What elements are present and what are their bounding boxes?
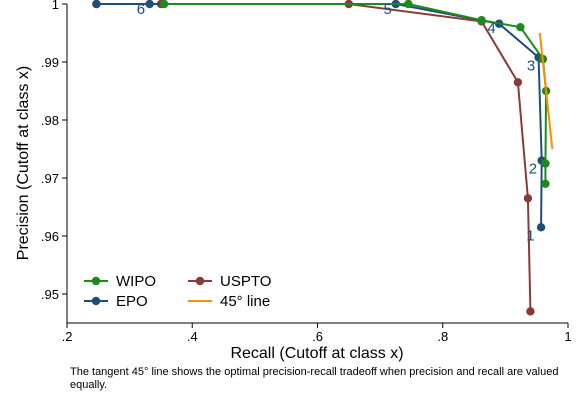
y-axis-title: Precision (Cutoff at class x) [15, 66, 32, 260]
x-tick-label: .6 [312, 329, 323, 344]
point-epo [536, 223, 546, 232]
x-tick-label: 1 [564, 329, 571, 344]
y-tick-label: .96 [41, 229, 59, 244]
y-tick-label: 1 [52, 0, 59, 12]
series-line-45-line [538, 32, 554, 150]
legend-label-45-line: 45° line [220, 293, 270, 310]
point-uspto [523, 194, 533, 203]
y-tick-label: .98 [41, 113, 59, 128]
step-annotation-label: 5 [383, 1, 391, 18]
point-wipo [541, 179, 550, 188]
series-line-wipo [164, 3, 548, 184]
step-annotation-label: 3 [527, 58, 535, 75]
point-epo [145, 0, 154, 9]
step-annotation-label: 6 [137, 1, 145, 18]
legend-marker-epo [91, 296, 101, 306]
point-wipo [477, 16, 486, 25]
point-wipo [159, 0, 169, 9]
y-tick-label: .99 [41, 55, 59, 70]
legend-label-uspto: USPTO [220, 273, 271, 290]
point-epo [92, 0, 101, 9]
y-ticks: .95 .96 .97 .98 .99 1 [41, 0, 67, 302]
y-tick-label: .95 [41, 287, 59, 302]
y-tick-label: .97 [41, 171, 59, 186]
step-annotation-label: 4 [487, 20, 495, 37]
legend-label-epo: EPO [116, 293, 148, 310]
x-tick-label: .2 [62, 329, 73, 344]
series-layer [92, 0, 554, 316]
point-wipo [516, 23, 525, 32]
step-annotations: 6 5 4 3 2 1 [137, 1, 537, 245]
legend: WIPO USPTO EPO 45° line [84, 273, 271, 310]
step-annotation-label: 1 [526, 228, 534, 245]
legend-marker-uspto [195, 276, 205, 286]
x-axis-title: Recall (Cutoff at class x) [230, 345, 403, 362]
point-uspto [513, 78, 523, 87]
x-tick-label: .4 [187, 329, 198, 344]
step-annotation-label: 2 [529, 160, 537, 177]
legend-label-wipo: WIPO [116, 273, 156, 290]
point-uspto [526, 307, 535, 316]
x-tick-label: .8 [437, 329, 448, 344]
chart-note: The tangent 45° line shows the optimal p… [70, 366, 559, 391]
legend-marker-wipo [91, 276, 101, 286]
x-ticks: .2 .4 .6 .8 1 [62, 323, 572, 344]
point-wipo [541, 159, 550, 168]
point-wipo [404, 0, 413, 9]
